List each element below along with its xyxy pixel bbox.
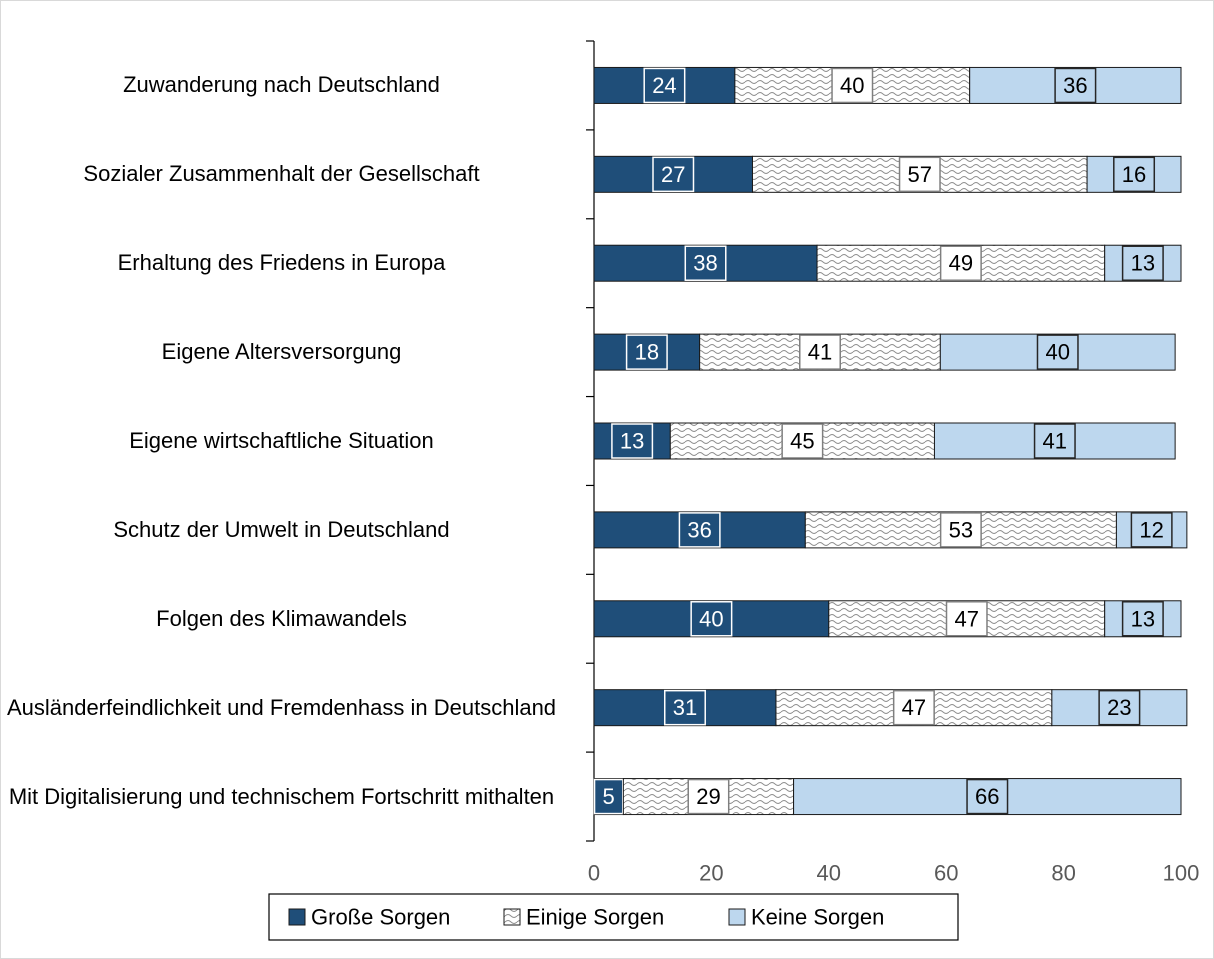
category-label: Ausländerfeindlichkeit und Fremdenhass i… <box>6 694 557 720</box>
data-label: 27 <box>661 162 685 187</box>
data-label-box <box>898 156 941 193</box>
data-label-box <box>625 334 668 370</box>
legend-box <box>268 893 959 941</box>
category-label: Zuwanderung nach Deutschland <box>123 72 440 98</box>
data-label: 36 <box>1063 73 1087 98</box>
data-label: 45 <box>790 429 814 454</box>
data-label: 41 <box>808 340 832 365</box>
category-label: Eigene Altersversorgung <box>161 339 402 365</box>
x-tick-label: 100 <box>1163 861 1200 886</box>
data-label: 49 <box>949 251 973 276</box>
data-label: 41 <box>1043 429 1067 454</box>
data-label-box <box>1113 156 1156 193</box>
data-label-box <box>687 778 730 815</box>
data-label-box <box>684 245 727 281</box>
data-label: 53 <box>949 517 973 542</box>
data-label-box <box>652 156 695 193</box>
data-label-box <box>939 245 982 281</box>
data-label-box <box>966 778 1009 815</box>
category-label: Erhaltung des Friedens in Europa <box>117 250 446 276</box>
data-label: 40 <box>840 73 864 98</box>
data-label-box <box>1121 601 1164 637</box>
data-label: 36 <box>687 517 711 542</box>
category-label: Mit Digitalisierung und technischem Fort… <box>8 783 555 809</box>
data-label-box <box>611 423 654 459</box>
data-label-box <box>678 512 721 548</box>
x-tick-label: 60 <box>934 861 958 886</box>
data-label: 38 <box>693 251 717 276</box>
data-label-box <box>799 334 841 370</box>
data-label-box <box>831 67 874 104</box>
data-label: 29 <box>696 784 720 809</box>
category-label: Sozialer Zusammenhalt der Gesellschaft <box>83 161 480 187</box>
data-label-box <box>1121 245 1164 281</box>
data-label: 18 <box>635 340 659 365</box>
data-label: 5 <box>603 784 615 809</box>
data-label: 23 <box>1107 695 1131 720</box>
data-label: 13 <box>1131 606 1155 631</box>
x-tick-label: 0 <box>588 861 600 886</box>
data-label-box <box>1033 423 1076 459</box>
category-label: Eigene wirtschaftliche Situation <box>129 428 434 453</box>
data-label-box <box>939 512 982 548</box>
data-label-box <box>1054 67 1097 104</box>
legend-label: Keine Sorgen <box>751 905 884 930</box>
legend-label: Große Sorgen <box>311 905 450 930</box>
data-label: 40 <box>1045 340 1069 365</box>
x-tick-label: 20 <box>699 861 723 886</box>
category-label: Folgen des Klimawandels <box>156 605 407 631</box>
data-label-box <box>892 689 935 726</box>
data-label: 40 <box>699 606 723 631</box>
data-label-box <box>663 689 706 726</box>
data-label: 47 <box>955 606 979 631</box>
legend-swatch <box>288 908 306 926</box>
x-tick-label: 80 <box>1051 861 1075 886</box>
data-label-box <box>781 423 824 459</box>
data-label: 12 <box>1139 517 1163 542</box>
data-label: 31 <box>673 695 697 720</box>
legend-label: Einige Sorgen <box>526 905 664 930</box>
data-label: 47 <box>902 695 926 720</box>
data-label: 24 <box>652 73 676 98</box>
data-label: 16 <box>1122 162 1146 187</box>
data-label-box <box>1130 512 1173 548</box>
x-tick-label: 40 <box>817 861 841 886</box>
legend-swatch <box>503 908 521 926</box>
data-label: 57 <box>908 162 932 187</box>
legend-swatch <box>728 908 746 926</box>
data-label-box <box>945 601 988 637</box>
data-label-box <box>643 67 686 104</box>
data-label-box <box>593 778 624 815</box>
data-label-box <box>690 601 733 637</box>
data-label: 13 <box>620 429 644 454</box>
data-label: 13 <box>1131 251 1155 276</box>
data-label: 66 <box>975 784 999 809</box>
data-label-box <box>1036 334 1079 370</box>
category-label: Schutz der Umwelt in Deutschland <box>113 516 450 542</box>
data-label-box <box>1098 689 1141 726</box>
